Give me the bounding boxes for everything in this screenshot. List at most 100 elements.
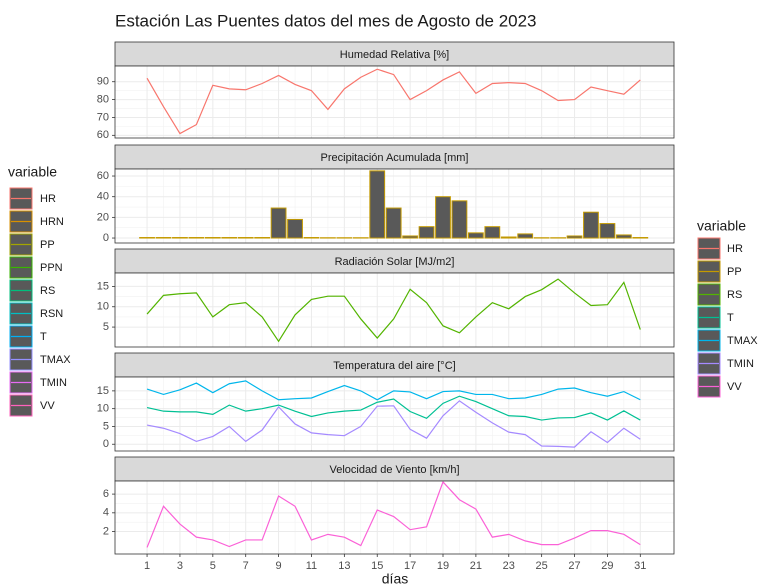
panel (115, 66, 674, 138)
chart-title: Estación Las Puentes datos del mes de Ag… (115, 11, 537, 30)
x-tick-label: 29 (601, 560, 613, 572)
bar (254, 237, 271, 239)
y-tick-label: 60 (97, 170, 109, 182)
bar (139, 237, 155, 239)
y-tick-label: 0 (103, 438, 109, 450)
legend-label: RS (727, 289, 742, 301)
line-series (146, 480, 641, 548)
bar (188, 237, 205, 239)
legend-title: variable (8, 164, 57, 180)
x-tick-label: 9 (276, 560, 282, 572)
bar (467, 232, 484, 239)
legend-label: TMIN (40, 377, 67, 389)
y-tick-label: 15 (97, 280, 109, 292)
bar (632, 237, 649, 239)
x-tick-label: 25 (536, 560, 548, 572)
y-tick-label: 5 (103, 321, 109, 333)
x-tick-label: 27 (568, 560, 580, 572)
y-tick-label: 0 (103, 232, 109, 244)
y-tick-label: 90 (97, 76, 109, 88)
line-series (146, 68, 641, 135)
panel (115, 273, 674, 347)
x-tick-label: 1 (144, 560, 150, 572)
panel-border (114, 272, 675, 348)
y-tick-label: 20 (97, 211, 109, 223)
strip-label: Temperatura del aire [°C] (333, 360, 455, 372)
bar (237, 237, 254, 239)
x-axis-label: días (382, 571, 408, 587)
legend-label: VV (40, 400, 55, 412)
strip-label: Radiación Solar [MJ/m2] (335, 256, 455, 268)
legend-label: HRN (40, 216, 64, 228)
bar (566, 235, 583, 239)
legend-label: PPN (40, 262, 63, 274)
x-tick-label: 5 (210, 560, 216, 572)
line-series (146, 395, 641, 421)
bar (270, 207, 287, 239)
y-tick-label: 80 (97, 93, 109, 105)
panel-border (114, 168, 675, 244)
x-tick-label: 23 (503, 560, 515, 572)
line-series (146, 278, 641, 343)
strip (114, 248, 675, 274)
y-tick-label: 2 (103, 525, 109, 537)
panel-border (114, 480, 675, 555)
x-tick-label: 31 (634, 560, 646, 572)
bar (369, 170, 386, 239)
bar (599, 223, 616, 239)
line-series (146, 400, 641, 448)
bar (172, 237, 188, 239)
legend-label: RSN (40, 308, 63, 320)
strip-label: Humedad Relativa [%] (340, 49, 449, 61)
strip-label: Velocidad de Viento [km/h] (329, 464, 459, 476)
legend-label: VV (727, 381, 742, 393)
legend-label: PP (40, 239, 55, 251)
bar (484, 226, 501, 239)
x-tick-label: 7 (243, 560, 249, 572)
x-tick-label: 21 (470, 560, 482, 572)
x-tick-label: 15 (371, 560, 383, 572)
strip (114, 352, 675, 378)
panel-border (114, 65, 675, 139)
bar (155, 237, 172, 239)
bar (402, 235, 419, 239)
legend-label: RS (40, 285, 55, 297)
strip-label: Precipitación Acumulada [mm] (321, 152, 469, 164)
bar (451, 200, 468, 239)
bar (303, 237, 320, 239)
bar (517, 233, 534, 239)
bar (385, 207, 402, 239)
legend-label: TMAX (727, 335, 758, 347)
legend-label: T (40, 331, 47, 343)
legend-label: T (727, 312, 734, 324)
y-tick-label: 70 (97, 111, 109, 123)
bar (583, 211, 599, 239)
panel-border (114, 376, 675, 452)
bar (615, 234, 632, 239)
x-tick-label: 11 (306, 560, 317, 572)
bar (204, 237, 221, 239)
legend-label: TMIN (727, 358, 754, 370)
bar (435, 196, 451, 239)
bar (418, 226, 435, 239)
x-tick-label: 13 (338, 560, 350, 572)
strip (114, 456, 675, 482)
y-tick-label: 6 (103, 488, 109, 500)
x-tick-label: 3 (177, 560, 183, 572)
y-tick-label: 15 (97, 385, 109, 397)
legend-label: TMAX (40, 354, 71, 366)
y-tick-label: 60 (97, 129, 109, 141)
y-tick-label: 10 (97, 301, 109, 313)
y-tick-label: 10 (97, 403, 109, 415)
panel (115, 377, 674, 451)
y-tick-label: 5 (103, 420, 109, 432)
bar (287, 218, 303, 239)
x-tick-label: 19 (437, 560, 449, 572)
bar (221, 237, 238, 239)
strip (114, 41, 675, 67)
line-series (146, 380, 641, 401)
legend-label: PP (727, 266, 742, 278)
legend-label: HR (40, 193, 56, 205)
legend-label: HR (727, 243, 743, 255)
